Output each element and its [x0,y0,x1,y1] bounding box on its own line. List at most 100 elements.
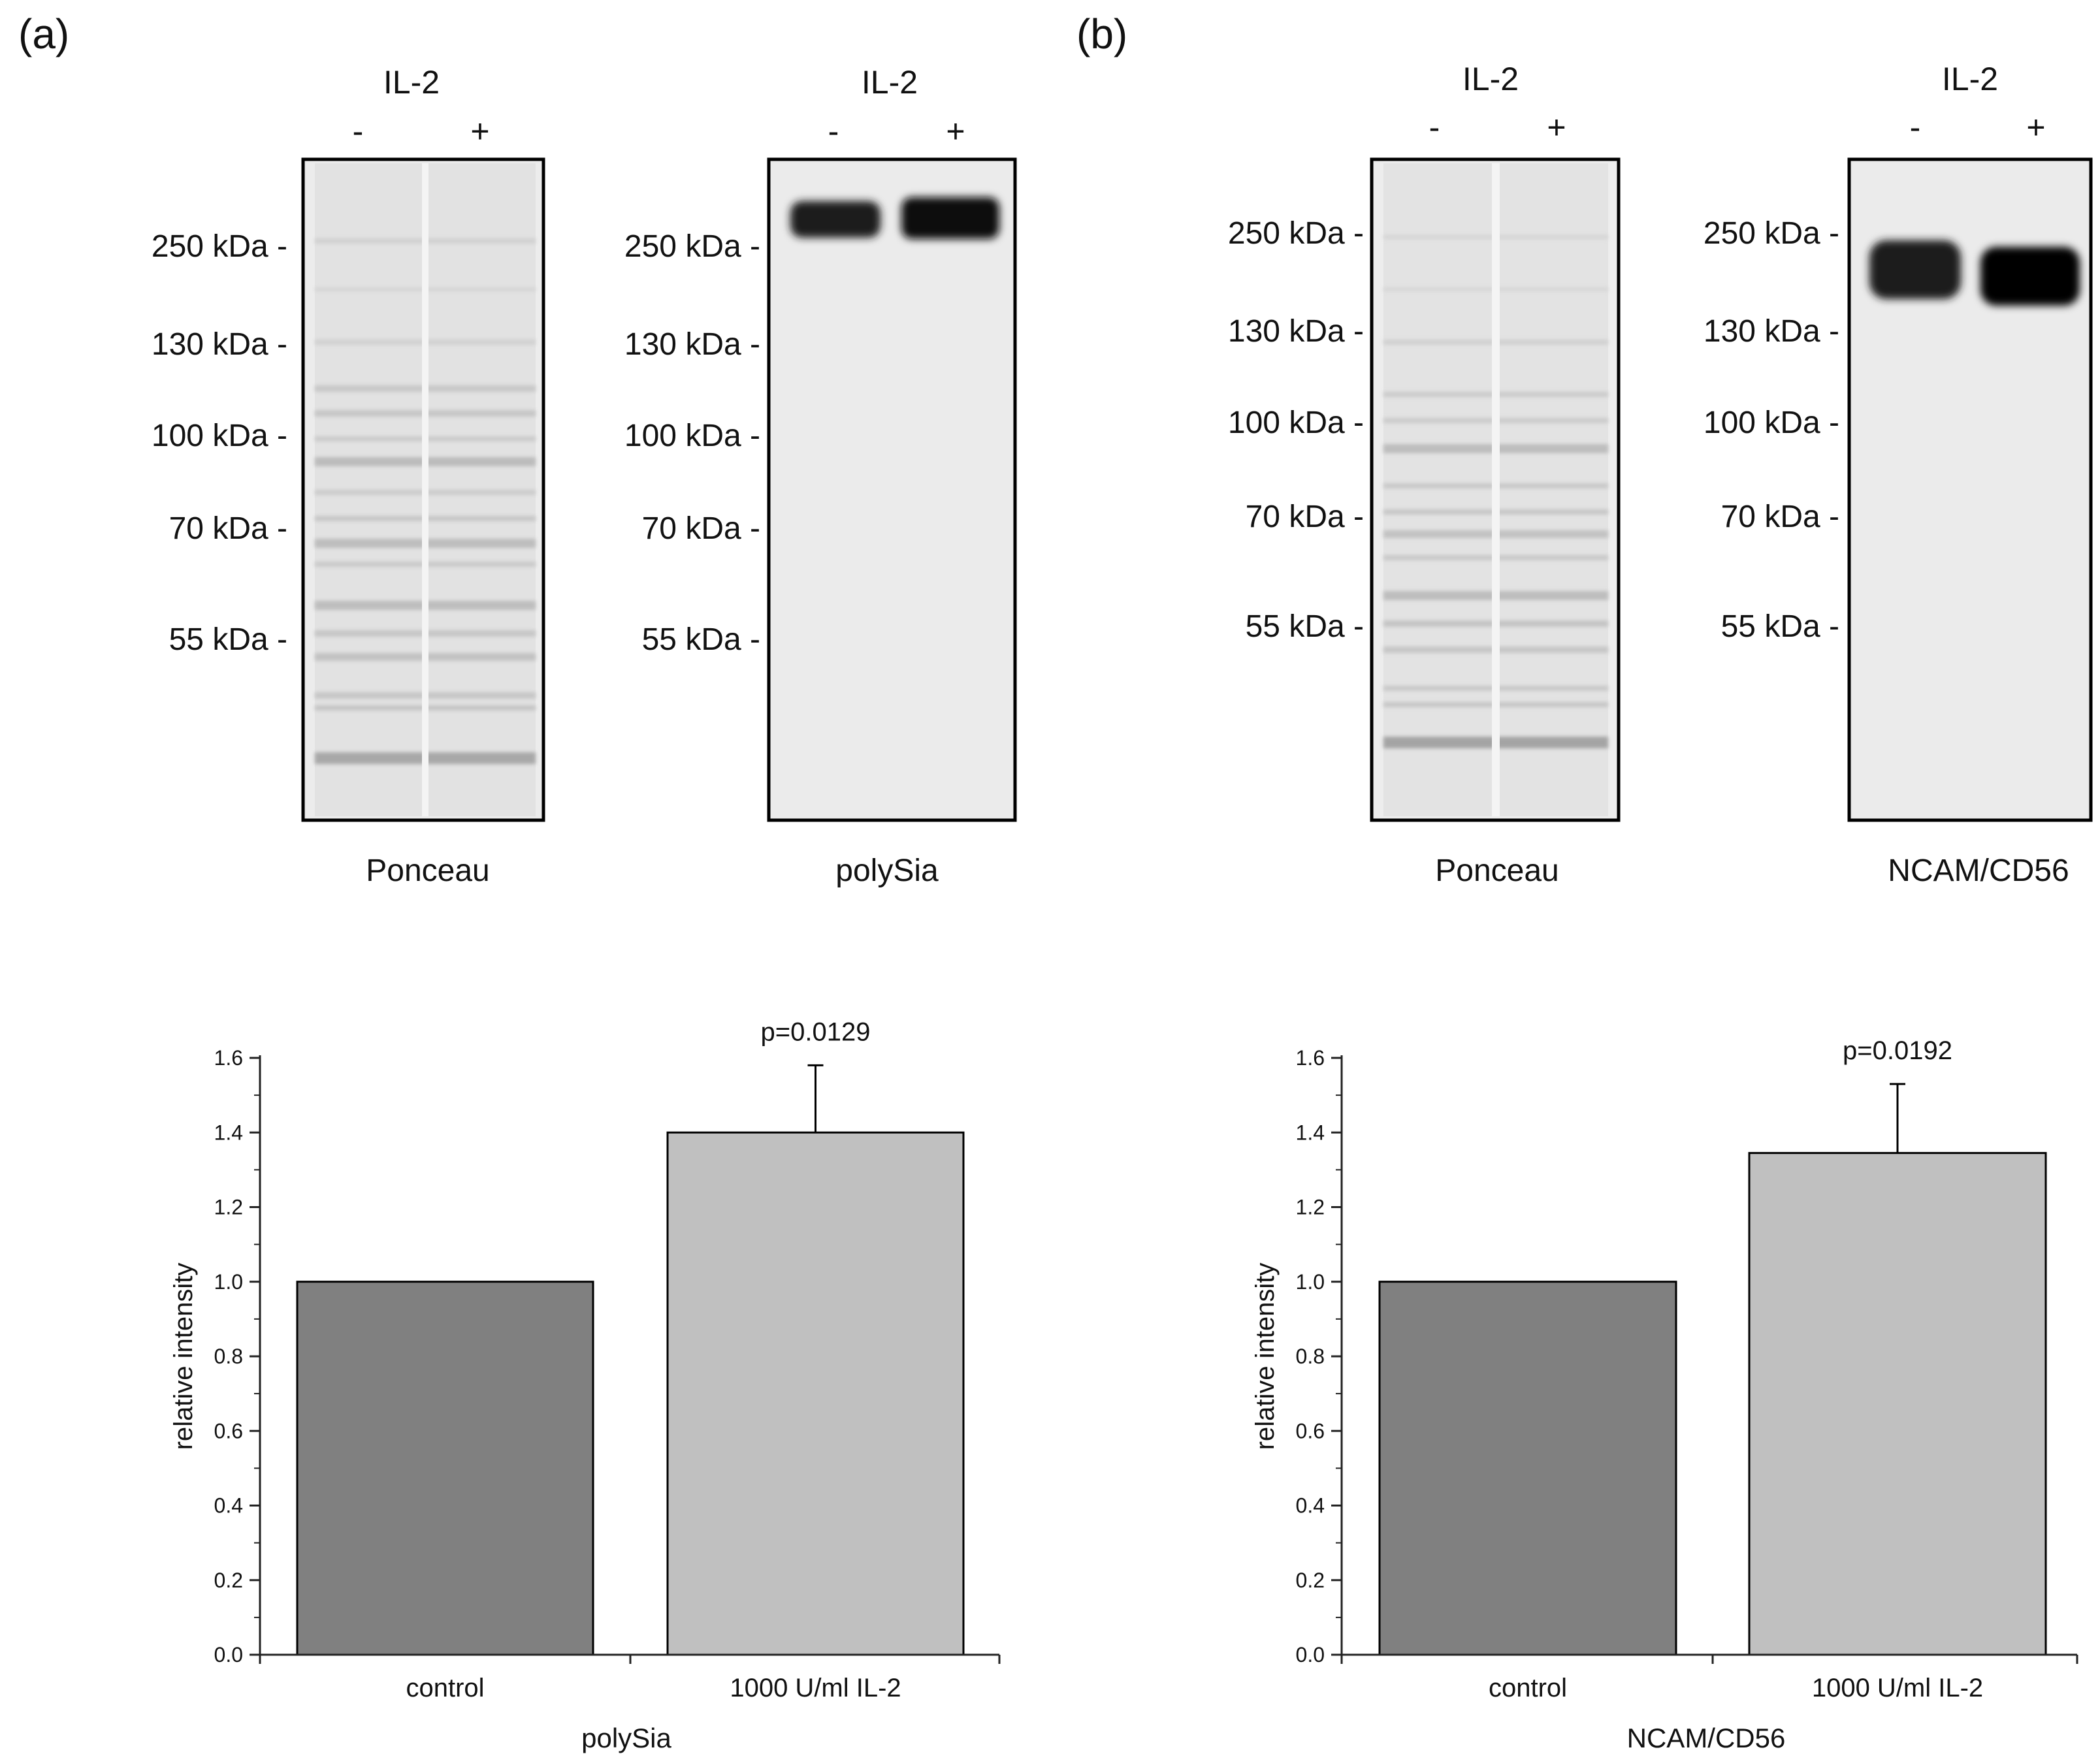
lane-label-plus: + [946,113,965,150]
lane-gap [1492,163,1500,816]
marker-100: 100 kDa - [1704,406,1839,440]
marker-55: 55 kDa - [1721,609,1839,644]
blot-caption: NCAM/CD56 [1888,853,2069,888]
marker-70: 70 kDa - [1246,500,1364,534]
blot-b-ponceau: IL-2 - + 250 kDa - 130 kDa - 100 kDa - 7… [1228,61,1621,888]
x-tick-label: 1000 U/ml IL-2 [1812,1674,1983,1702]
treatment-label: IL-2 [383,64,440,101]
p-value-label: p=0.0129 [761,1017,871,1046]
lane-label-plus: + [2026,109,2045,146]
panel-b: (b) IL-2 - + 250 kDa - 130 kDa - 100 kDa… [1076,10,2093,888]
bar-il2 [666,1131,965,1656]
marker-55: 55 kDa - [642,622,760,657]
y-tick-label: 1.6 [1296,1046,1325,1070]
x-tick-label: 1000 U/ml IL-2 [730,1674,901,1702]
membrane-frame [767,157,1017,822]
lane-label-plus: + [470,113,489,150]
y-tick-label: 0.4 [1296,1494,1325,1518]
y-tick-label: 1.6 [214,1046,243,1070]
band-plus [901,197,999,239]
membrane-frame [1370,157,1621,822]
band-minus [1869,240,1961,299]
lane-2 [1500,163,1608,816]
antibody-membrane [767,157,1017,822]
blot-b-ncam: IL-2 - + 250 kDa - 130 kDa - 100 kDa - 7… [1704,61,2093,888]
membrane-background [769,159,1015,820]
lane-label-minus: - [828,113,839,150]
marker-70: 70 kDa - [169,511,287,546]
y-tick-label: 1.4 [1296,1121,1325,1144]
lane-label-minus: - [1429,109,1440,146]
treatment-label: IL-2 [1942,61,1998,97]
y-tick-label: 0.8 [214,1345,243,1368]
x-axis-title: NCAM/CD56 [1627,1723,1786,1753]
membrane-frame [301,157,545,822]
y-tick-label: 0.8 [1296,1345,1325,1368]
marker-130: 130 kDa - [624,327,760,362]
blot-caption: Ponceau [1435,853,1559,888]
lane-1 [1383,163,1492,816]
membrane-frame [1847,157,2093,822]
y-tick-label: 1.2 [1296,1196,1325,1219]
bar-chart-polysia: p=0.0129 0.0 0.2 0.4 0.6 0.8 1.0 1.2 1.4 1.6 contr… [169,1017,1001,1753]
marker-100: 100 kDa - [1228,406,1364,440]
lane-label-minus: - [1910,109,1921,146]
bar-chart-ncam: p=0.0192 0.0 0.2 0.4 0.6 0.8 1.0 1.2 1.4 1.6 contr… [1251,1036,2078,1753]
marker-130: 130 kDa - [1704,314,1839,349]
marker-250: 250 kDa - [152,229,287,264]
blot-a-polysia: IL-2 - + 250 kDa - 130 kDa - 100 kDa - 7… [624,64,1017,888]
y-tick-label: 0.4 [214,1494,243,1518]
panel-label-b: (b) [1076,10,1127,57]
blot-caption: Ponceau [366,853,490,888]
signal-bands [790,197,999,239]
p-value-label: p=0.0192 [1843,1036,1952,1065]
band-plus [1980,247,2080,306]
marker-70: 70 kDa - [642,511,760,546]
band-minus [790,201,880,238]
y-tick-label: 1.2 [214,1196,243,1219]
ponceau-membrane [1370,157,1621,822]
marker-130: 130 kDa - [152,327,287,362]
y-tick-label: 1.4 [214,1121,243,1144]
signal-bands [1869,240,2080,306]
y-tick-label: 0.2 [1296,1569,1325,1592]
marker-130: 130 kDa - [1228,314,1364,349]
y-axis-title: relative intensity [169,1263,198,1450]
lane-label-plus: + [1547,109,1566,146]
y-tick-label: 1.0 [214,1270,243,1294]
bar-control [1378,1281,1677,1656]
y-tick-label: 0.6 [1296,1419,1325,1443]
y-tick-label: 0.0 [214,1643,243,1666]
marker-70: 70 kDa - [1721,500,1839,534]
marker-labels: 250 kDa - 130 kDa - 100 kDa - 70 kDa - 5… [152,229,287,657]
marker-250: 250 kDa - [1704,216,1839,251]
marker-100: 100 kDa - [152,419,287,453]
bar-il2 [1748,1152,2047,1656]
y-tick-label: 0.2 [214,1569,243,1592]
treatment-label: IL-2 [1462,61,1519,97]
treatment-label: IL-2 [862,64,918,101]
panel-a: (a) IL-2 - + 250 kDa - 130 kDa - 100 kDa… [18,10,1017,888]
blot-caption: polySia [835,853,939,888]
marker-labels: 250 kDa - 130 kDa - 100 kDa - 70 kDa - 5… [1704,216,1839,644]
marker-250: 250 kDa - [1228,216,1364,251]
marker-100: 100 kDa - [624,419,760,453]
x-axis-title: polySia [581,1723,671,1753]
y-tick-label: 1.0 [1296,1270,1325,1294]
blot-a-ponceau: IL-2 - + 250 kDa - 130 kDa - 100 kDa - 7… [152,64,545,888]
y-tick-label: 0.6 [214,1419,243,1443]
antibody-membrane [1847,157,2093,822]
marker-labels: 250 kDa - 130 kDa - 100 kDa - 70 kDa - 5… [624,229,760,657]
bar-control [296,1281,594,1656]
x-tick-label: control [406,1674,484,1702]
ponceau-membrane [301,157,545,822]
marker-250: 250 kDa - [624,229,760,264]
marker-55: 55 kDa - [1246,609,1364,644]
marker-55: 55 kDa - [169,622,287,657]
y-tick-label: 0.0 [1296,1643,1325,1666]
marker-labels: 250 kDa - 130 kDa - 100 kDa - 70 kDa - 5… [1228,216,1364,644]
y-axis-title: relative intensity [1251,1263,1280,1450]
lane-gap [422,163,428,816]
x-tick-label: control [1489,1674,1567,1702]
